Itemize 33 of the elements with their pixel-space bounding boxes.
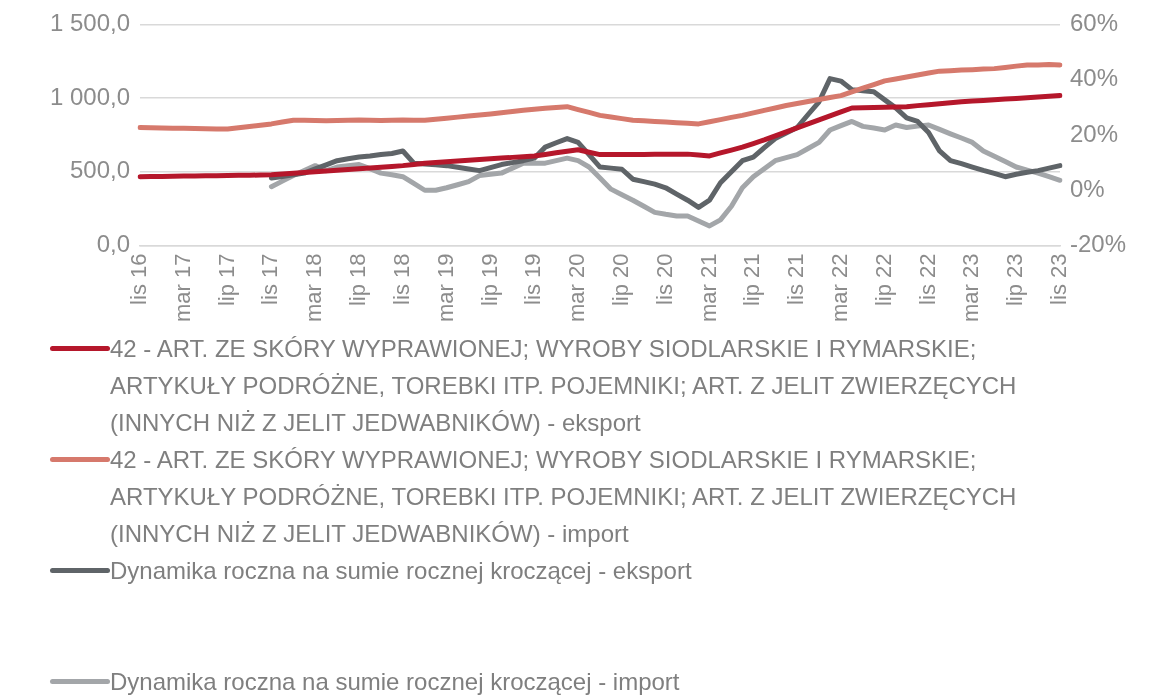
x-tick-label: mar 19 — [432, 253, 458, 323]
x-tick-label: lip 21 — [739, 253, 765, 307]
legend-label: 42 - ART. ZE SKÓRY WYPRAWIONEJ; WYROBY SIODLARSKIE I RYMARSKIE; ARTYKUŁY PODRÓŻNE, TOREBKI ITP. POJEMNIKI; ART. Z JELIT ZWIERZĘCYCH (INNYCH NIŻ Z JELIT JEDWABNIKÓW) - eksport — [110, 334, 1018, 438]
y-tick-label: 500,0 — [69, 156, 130, 184]
x-tick-label: mar 22 — [827, 253, 853, 323]
y2-tick-label: 40% — [1070, 64, 1119, 92]
x-tick-label: lis 22 — [914, 253, 940, 305]
y2-tick-label: 60% — [1070, 9, 1119, 37]
y2-tick-label: 20% — [1070, 119, 1119, 147]
x-tick-label: lis 21 — [783, 253, 809, 305]
y-tick-label: 1 500,0 — [49, 9, 130, 37]
x-tick-label: lip 17 — [213, 253, 239, 307]
x-tick-label: lip 19 — [476, 253, 502, 307]
x-tick-label: mar 23 — [958, 253, 984, 323]
x-tick-label: lis 20 — [651, 253, 677, 305]
x-tick-label: mar 21 — [695, 253, 721, 323]
x-tick-label: lip 20 — [607, 253, 633, 307]
legend-label: Dynamika roczna na sumie rocznej kroczącej - eksport — [110, 556, 692, 586]
x-tick-label: lis 19 — [520, 253, 546, 305]
x-tick-label: mar 20 — [564, 253, 590, 323]
x-tick-label: lip 22 — [870, 253, 896, 307]
legend-label: Dynamika roczna na sumie rocznej kroczącej - import — [110, 667, 680, 697]
x-tick-label: lip 18 — [345, 253, 371, 307]
x-tick-label: lis 18 — [388, 253, 414, 305]
x-tick-label: lis 17 — [257, 253, 283, 305]
legend-label: 42 - ART. ZE SKÓRY WYPRAWIONEJ; WYROBY SIODLARSKIE I RYMARSKIE; ARTYKUŁY PODRÓŻNE, TOREBKI ITP. POJEMNIKI; ART. Z JELIT ZWIERZĘCYCH (INNYCH NIŻ Z JELIT JEDWABNIKÓW) - import — [110, 445, 1018, 549]
x-tick-label: mar 17 — [169, 253, 195, 323]
y-tick-label: 1 000,0 — [49, 82, 130, 110]
y2-tick-label: -20% — [1070, 230, 1127, 258]
x-tick-label: lip 23 — [1002, 253, 1028, 307]
x-tick-label: mar 18 — [301, 253, 327, 323]
x-tick-label: lis 23 — [1046, 253, 1072, 305]
y2-tick-label: 0% — [1070, 174, 1105, 202]
